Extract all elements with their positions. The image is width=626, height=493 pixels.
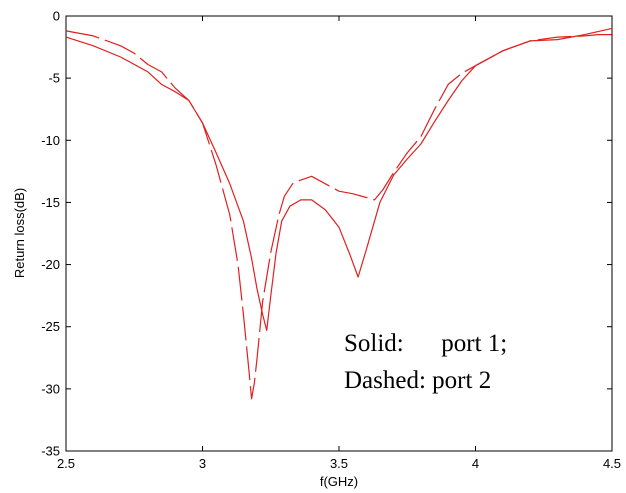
series-line-dashed (65, 30, 612, 400)
legend-annotation-dashed: Dashed: port 2 (344, 367, 491, 394)
x-tick-label: 2.5 (57, 456, 75, 471)
y-tick-label: -15 (41, 195, 60, 210)
y-tick-label: -10 (41, 133, 60, 148)
x-tick-label: 3.5 (330, 456, 348, 471)
x-axis-label: f(GHz) (320, 474, 358, 489)
y-tick-label: -20 (41, 257, 60, 272)
y-axis-label: Return loss(dB) (12, 188, 27, 278)
y-tick-label: 0 (53, 9, 60, 24)
x-tick-label: 4 (472, 456, 479, 471)
y-tick-label: -30 (41, 381, 60, 396)
y-tick-label: -25 (41, 319, 60, 334)
data-series (65, 27, 613, 400)
plot-frame (65, 15, 613, 452)
x-tick-label: 3 (199, 456, 206, 471)
legend-annotation-solid: Solid: port 1; (344, 330, 507, 357)
x-tick-label: 4.5 (603, 456, 621, 471)
y-tick-label: -35 (41, 444, 60, 459)
y-tick-label: -5 (48, 71, 60, 86)
axis-ticks: 2.5 3 3.5 4 4.5 0 -5 -10 -15 -20 -25 -30 -35 (41, 9, 621, 472)
